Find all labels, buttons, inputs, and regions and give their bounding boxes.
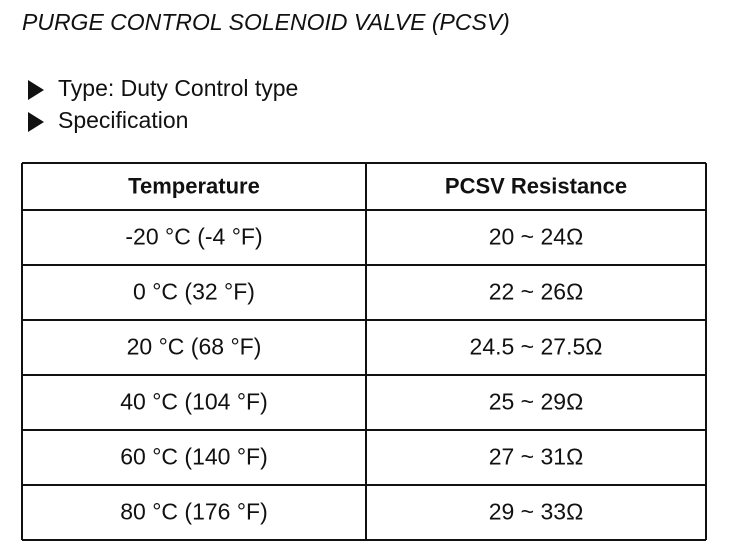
table-cell: 60 °C (140 °F) <box>120 444 268 470</box>
table-cell: 40 °C (104 °F) <box>120 389 268 415</box>
table-cell: -20 °C (-4 °F) <box>125 224 262 250</box>
table-cell: 29 ~ 33Ω <box>489 499 584 525</box>
table-cell: 20 °C (68 °F) <box>127 334 262 360</box>
table: Temperature PCSV Resistance -20 °C (-4 °F)… <box>21 162 707 541</box>
bullet-icon <box>28 80 44 100</box>
table-cell: 20 ~ 24Ω <box>489 224 584 250</box>
title: PURGE CONTROL SOLENOID VALVE (PCSV) <box>22 9 510 35</box>
table-cell: 27 ~ 31Ω <box>489 444 584 470</box>
column-header: PCSV Resistance <box>445 173 627 198</box>
bullet-icon <box>28 112 44 132</box>
table-cell: 0 °C (32 °F) <box>133 279 255 305</box>
table-cell: 25 ~ 29Ω <box>489 389 584 415</box>
bullet: Specification <box>58 107 188 133</box>
bullet: Type: Duty Control type <box>58 75 298 101</box>
column-header: Temperature <box>128 173 260 198</box>
table-cell: 24.5 ~ 27.5Ω <box>470 334 603 360</box>
table-cell: 80 °C (176 °F) <box>120 499 268 525</box>
table-cell: 22 ~ 26Ω <box>489 279 584 305</box>
